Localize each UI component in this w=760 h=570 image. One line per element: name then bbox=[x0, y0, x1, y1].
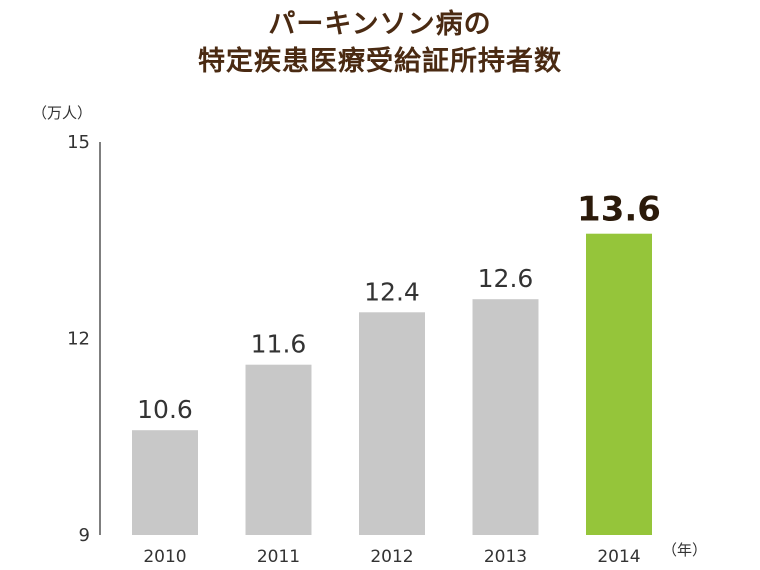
value-label-2014: 13.6 bbox=[577, 190, 661, 230]
x-tick-label-2010: 2010 bbox=[143, 547, 186, 567]
bar-2010 bbox=[132, 430, 198, 535]
value-label-2012: 12.4 bbox=[364, 277, 420, 306]
chart-title: パーキンソン病の bbox=[268, 9, 492, 40]
y-tick-label-12: 12 bbox=[67, 329, 90, 350]
bar-2011 bbox=[245, 364, 312, 535]
chart-subtitle: 特定疾患医療受給証所持者数 bbox=[198, 46, 562, 77]
bar-2014 bbox=[586, 233, 652, 535]
x-tick-label-2014: 2014 bbox=[597, 547, 640, 567]
y-axis-unit-label: （万人） bbox=[32, 104, 92, 122]
x-tick-label-2011: 2011 bbox=[257, 547, 300, 567]
bar-2012 bbox=[359, 312, 425, 535]
x-tick-label-2012: 2012 bbox=[370, 547, 413, 567]
y-tick-label-9: 9 bbox=[79, 525, 90, 546]
bar-2013 bbox=[472, 299, 539, 535]
value-label-2010: 10.6 bbox=[137, 395, 193, 424]
y-tick-label-15: 15 bbox=[67, 132, 90, 153]
value-label-2011: 11.6 bbox=[251, 330, 307, 359]
x-tick-label-2013: 2013 bbox=[484, 547, 527, 567]
x-axis-unit-label: （年） bbox=[662, 541, 707, 559]
value-label-2013: 12.6 bbox=[478, 264, 534, 293]
